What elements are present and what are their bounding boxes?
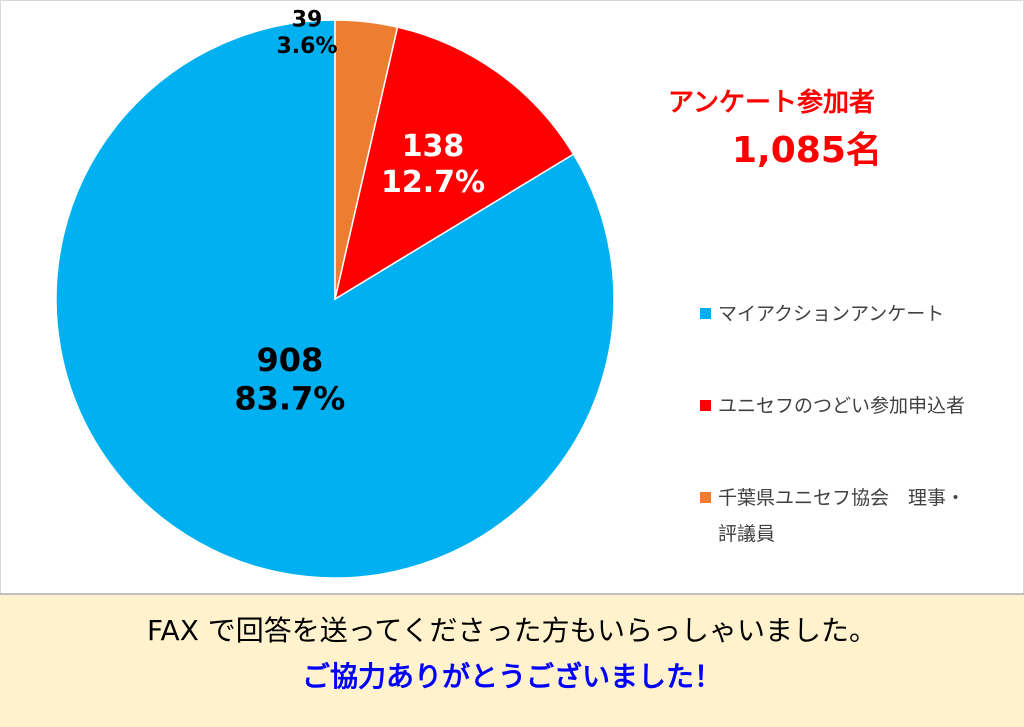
participants-box: アンケート参加者 1,085名: [668, 82, 928, 173]
percent-label-board: 3.6%: [276, 34, 337, 59]
legend-swatch-board: [700, 492, 711, 503]
footer-message: FAX で回答を送ってくださった方もいらっしゃいました。: [147, 614, 877, 647]
legend-item-my-action: マイアクションアンケート: [700, 296, 1010, 332]
value-label-my-action: 908: [256, 341, 323, 379]
participants-title: アンケート参加者: [668, 88, 875, 118]
legend-item-tsudoi: ユニセフのつどい参加申込者: [700, 388, 1010, 424]
percent-label-my-action: 83.7%: [234, 380, 345, 418]
legend-label-board-line1: 千葉県ユニセフ協会 理事・: [718, 487, 966, 509]
percent-label-tsudoi: 12.7%: [381, 165, 485, 200]
legend-label-tsudoi: ユニセフのつどい参加申込者: [718, 395, 966, 417]
value-label-board: 39: [292, 8, 323, 33]
legend: マイアクションアンケート ユニセフのつどい参加申込者 千葉県ユニセフ協会 理事・…: [700, 296, 1010, 552]
pie-slice-my-action: [55, 19, 615, 579]
pie-slice-tsudoi: [333, 26, 575, 301]
legend-item-board: 千葉県ユニセフ協会 理事・ 評議員: [700, 480, 1010, 552]
legend-swatch-tsudoi: [700, 400, 711, 411]
footer-thanks: ご協力ありがとうございました！: [301, 660, 722, 693]
legend-label-my-action: マイアクションアンケート: [718, 303, 945, 325]
value-label-tsudoi: 138: [402, 129, 465, 164]
legend-label-board-line2: 評議員: [718, 523, 776, 545]
footer-banner: FAX で回答を送ってくださった方もいらっしゃいました。 ご協力ありがとうござい…: [0, 593, 1024, 727]
legend-swatch-my-action: [700, 308, 711, 319]
pie-slice-board: [334, 19, 399, 300]
participants-count: 1,085名: [732, 130, 882, 171]
